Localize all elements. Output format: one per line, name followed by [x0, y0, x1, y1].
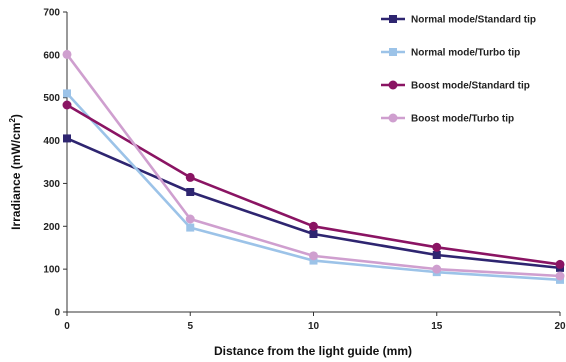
- y-tick-label: 400: [43, 136, 60, 147]
- y-axis-ticks: 0 100 200 300 400 500 600 700: [43, 8, 67, 319]
- x-axis-ticks: 0 5 10 15 20: [64, 312, 566, 332]
- data-point: [185, 214, 195, 224]
- data-point: [63, 89, 71, 98]
- y-tick-label: 200: [43, 222, 60, 233]
- y-axis-title-end: ): [9, 114, 23, 118]
- series-3: [62, 100, 565, 269]
- data-point: [432, 251, 441, 259]
- data-point: [309, 230, 318, 238]
- x-tick-label: 0: [64, 321, 70, 332]
- data-point: [309, 221, 318, 231]
- data-point: [63, 134, 71, 143]
- legend: Normal mode/Standard tip Normal mode/Turb…: [381, 15, 536, 125]
- x-tick-label: 10: [308, 321, 320, 332]
- data-point: [62, 100, 72, 110]
- data-point: [432, 264, 442, 274]
- data-point: [555, 259, 565, 269]
- legend-item: Normal mode/Standard tip: [381, 15, 536, 26]
- legend-marker: [389, 15, 397, 23]
- y-tick-label: 300: [43, 179, 60, 190]
- legend-marker: [388, 80, 398, 90]
- legend-label: Normal mode/Turbo tip: [411, 48, 520, 59]
- series-line: [66, 137, 561, 270]
- data-point: [309, 251, 318, 261]
- y-tick-label: 500: [43, 93, 60, 104]
- y-axis-title-main: Irradiance (mW/cm: [9, 123, 23, 230]
- y-tick-label: 100: [43, 265, 60, 276]
- y-tick-label: 700: [43, 8, 60, 19]
- legend-item: Boost mode/Standard tip: [381, 80, 530, 92]
- x-tick-label: 20: [554, 321, 566, 332]
- data-point: [185, 172, 195, 182]
- series-1: [63, 134, 564, 272]
- data-point: [186, 188, 195, 196]
- data-point: [62, 49, 72, 59]
- legend-label: Boost mode/Standard tip: [411, 81, 530, 92]
- legend-marker: [389, 48, 397, 56]
- data-point: [432, 242, 442, 252]
- legend-item: Boost mode/Turbo tip: [381, 113, 514, 125]
- series-4: [62, 49, 565, 281]
- data-point: [309, 256, 318, 265]
- legend-item: Normal mode/Turbo tip: [381, 48, 520, 59]
- x-tick-label: 5: [187, 321, 193, 332]
- y-axis-title-superscript: 2: [8, 118, 17, 123]
- y-axis-title: Irradiance (mW/cm2): [8, 114, 23, 230]
- y-tick-label: 600: [43, 50, 60, 61]
- series-line: [66, 103, 561, 266]
- y-tick-label: 0: [54, 308, 60, 319]
- series-layer: [62, 49, 565, 284]
- x-tick-label: 15: [431, 321, 443, 332]
- data-point: [186, 223, 195, 232]
- data-point: [555, 271, 565, 281]
- x-axis-title: Distance from the light guide (mm): [214, 344, 412, 358]
- legend-marker: [388, 113, 398, 123]
- legend-label: Normal mode/Standard tip: [411, 15, 536, 26]
- legend-label: Boost mode/Turbo tip: [411, 114, 514, 125]
